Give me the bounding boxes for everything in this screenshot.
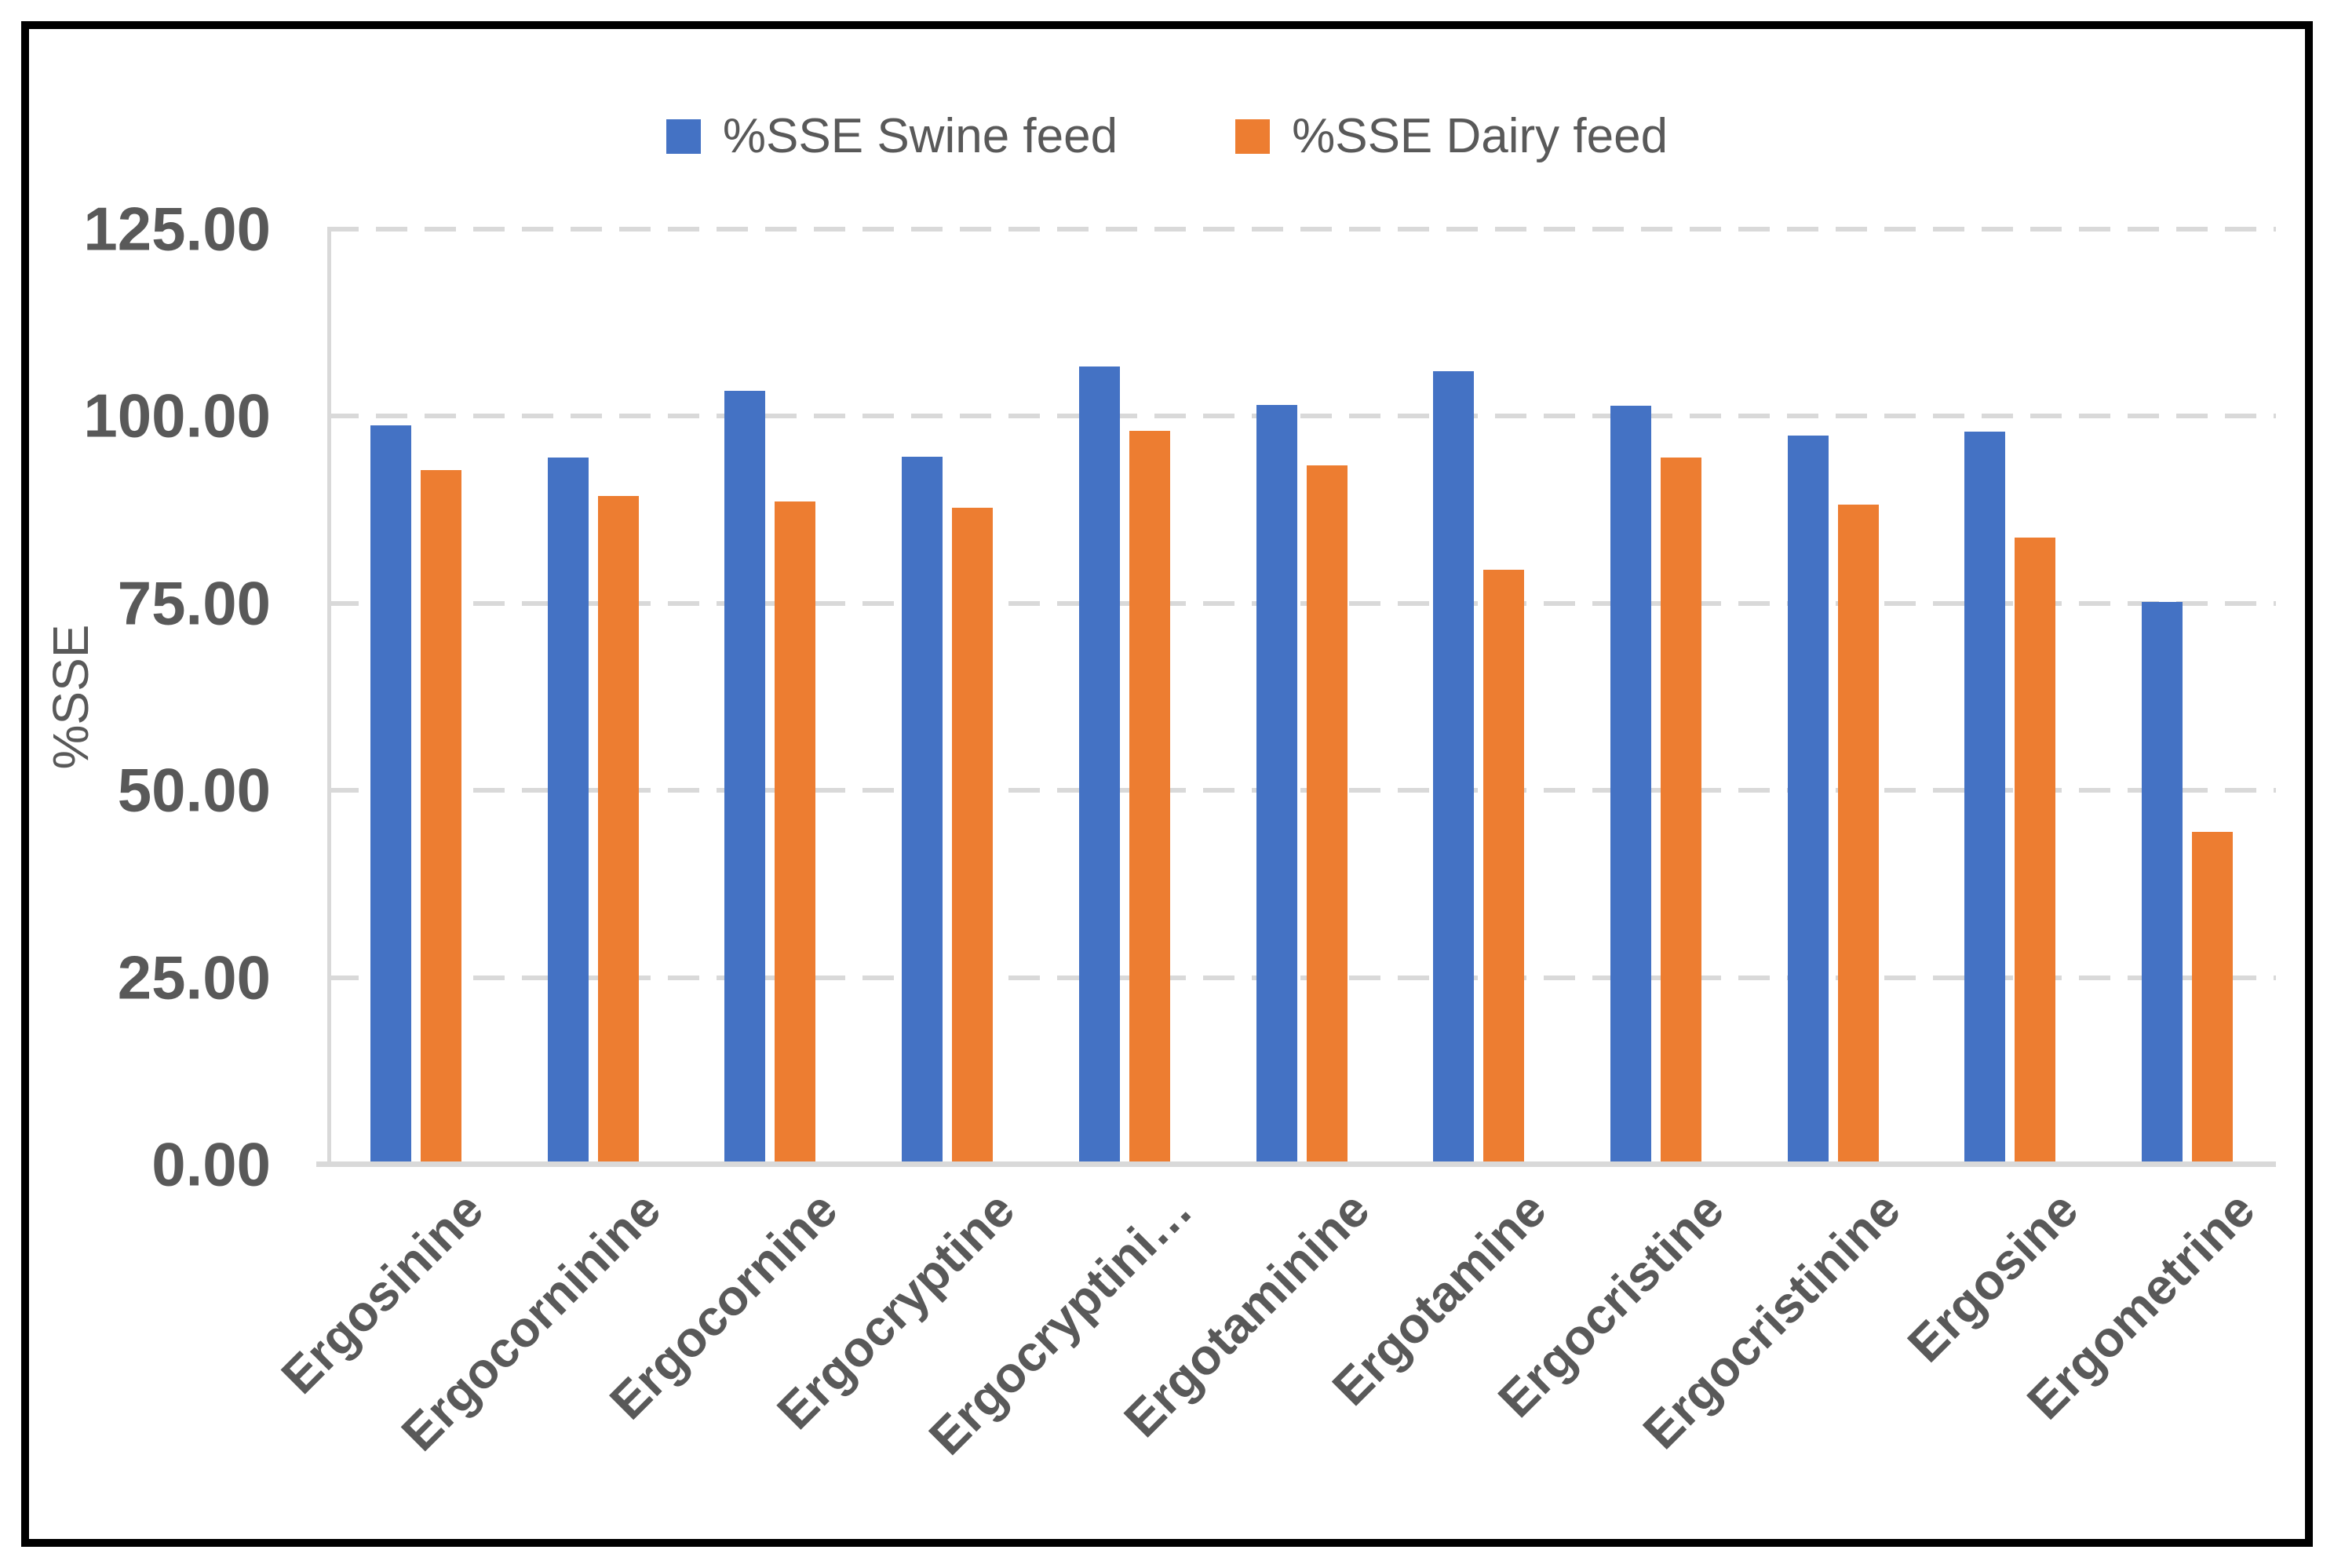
bar-dairy (1306, 465, 1348, 1165)
bar-swine (902, 456, 943, 1165)
plot-area (316, 227, 2276, 1167)
bar-swine (724, 390, 766, 1165)
bar-group (1745, 229, 1922, 1165)
bar-group (327, 229, 505, 1165)
legend-swatch-icon (666, 119, 701, 154)
legend-label: %SSE Swine feed (722, 109, 1118, 163)
bar-dairy (420, 470, 461, 1165)
legend-item-swine-feed: %SSE Swine feed (666, 108, 1118, 164)
bar-dairy (952, 507, 994, 1165)
bar-dairy (775, 501, 816, 1165)
y-axis-line (327, 229, 331, 1165)
bar-dairy (2192, 831, 2234, 1165)
bar-group (1922, 229, 2099, 1165)
legend: %SSE Swine feed %SSE Dairy feed (0, 108, 2334, 164)
legend-item-dairy-feed: %SSE Dairy feed (1235, 108, 1668, 164)
bar-group (2099, 229, 2276, 1165)
bar-dairy (2015, 537, 2056, 1165)
bar-swine (1433, 371, 1475, 1165)
bar-dairy (1129, 431, 1170, 1165)
bar-groups (327, 229, 2276, 1165)
bar-dairy (1483, 569, 1525, 1165)
bar-dairy (597, 496, 639, 1165)
gridline (327, 600, 2276, 606)
gridline (327, 414, 2276, 419)
bar-group (505, 229, 682, 1165)
bar-group (1213, 229, 1391, 1165)
bar-swine (1078, 366, 1120, 1165)
gridline (327, 227, 2276, 232)
y-axis-tick-label: 100.00 (83, 381, 271, 450)
bar-swine (2142, 601, 2183, 1165)
bar-swine (547, 457, 589, 1165)
bar-group (1567, 229, 1745, 1165)
bar-swine (1964, 432, 2006, 1165)
y-axis-tick-label: 25.00 (117, 943, 271, 1012)
y-axis-tick-labels: 125.00 100.00 75.00 50.00 25.00 0.00 (0, 195, 271, 1199)
legend-label: %SSE Dairy feed (1292, 109, 1668, 163)
bar-dairy (1661, 457, 1701, 1165)
x-axis-line (316, 1161, 2276, 1167)
y-axis-tick-label: 0.00 (151, 1129, 271, 1199)
legend-swatch-icon (1235, 119, 1271, 154)
bar-swine (1256, 405, 1297, 1165)
gridline (327, 788, 2276, 793)
bar-group (1390, 229, 1567, 1165)
bar-swine (370, 425, 411, 1165)
bar-dairy (1837, 504, 1879, 1165)
y-axis-tick-label: 75.00 (117, 568, 271, 638)
y-axis-tick-label: 50.00 (117, 755, 271, 825)
bar-group (681, 229, 859, 1165)
gridline (327, 975, 2276, 980)
bar-group (859, 229, 1036, 1165)
x-axis-category-labels: Ergosinine Ergocorninine Ergocornine Ergocr… (271, 1180, 2276, 1541)
bar-group (1036, 229, 1213, 1165)
bar-swine (1610, 406, 1651, 1165)
bar-swine (1787, 436, 1829, 1165)
y-axis-tick-label: 125.00 (83, 194, 271, 264)
